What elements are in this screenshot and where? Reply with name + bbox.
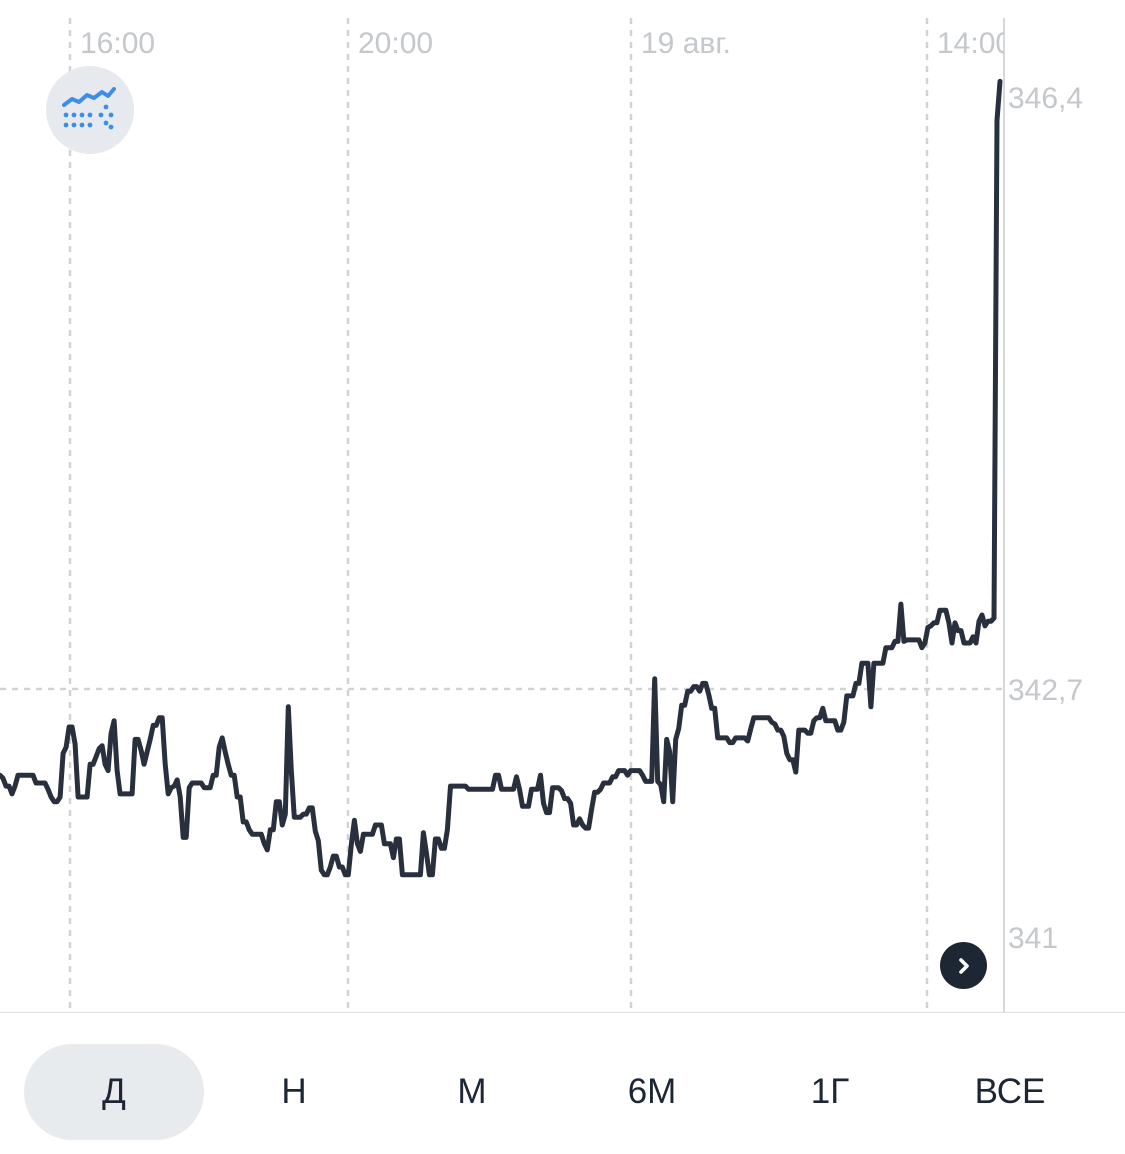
- price-series-line: [0, 78, 1003, 878]
- tab-year[interactable]: 1Г: [810, 1072, 850, 1111]
- tab-all[interactable]: ВСЕ: [974, 1072, 1046, 1111]
- price-chart[interactable]: 16:00 20:00 19 авг. 14:00 346,4 342,7 34…: [0, 0, 1125, 1014]
- chart-type-button[interactable]: [46, 66, 134, 154]
- scroll-right-button[interactable]: [940, 942, 987, 989]
- x-tick-label: 19 авг.: [641, 27, 731, 60]
- x-tick-label: 14:00: [937, 27, 1012, 60]
- tab-month[interactable]: М: [457, 1072, 487, 1111]
- tab-six-months[interactable]: 6М: [627, 1072, 677, 1111]
- period-tabs: Д Н М 6М 1Г ВСЕ: [24, 1044, 1110, 1140]
- tab-day[interactable]: Д: [24, 1044, 204, 1140]
- tab-week[interactable]: Н: [281, 1072, 307, 1111]
- divider: [0, 1012, 1125, 1013]
- y-tick-label: 341: [1008, 922, 1058, 955]
- y-tick-label: 342,7: [1008, 674, 1083, 707]
- y-tick-label: 346,4: [1008, 82, 1083, 115]
- x-tick-label: 20:00: [358, 27, 433, 60]
- x-tick-label: 16:00: [80, 27, 155, 60]
- chevron-right-icon: [958, 957, 969, 974]
- trend-chart-icon: [62, 87, 116, 130]
